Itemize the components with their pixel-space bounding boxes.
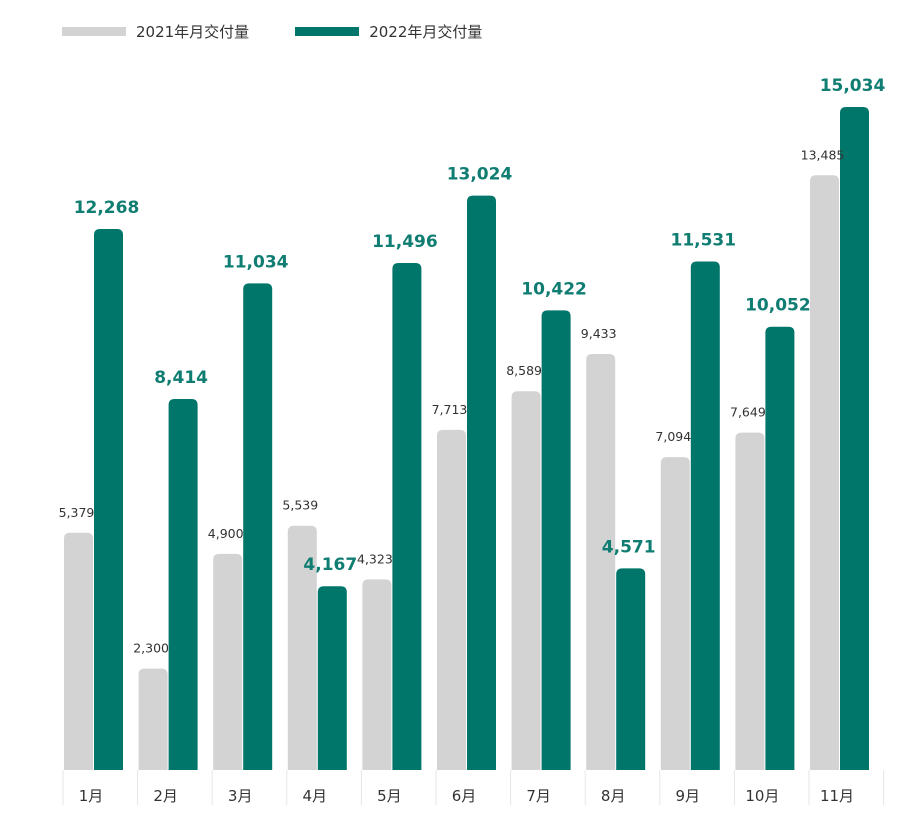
bar-2022-5 bbox=[392, 263, 422, 770]
legend-item-2022: 2022年月交付量 bbox=[295, 21, 482, 42]
value-label-2021-9: 7,094 bbox=[655, 429, 691, 444]
value-label-2021-3: 4,900 bbox=[208, 526, 244, 541]
value-label-2022-11: 15,034 bbox=[820, 76, 886, 96]
value-label-2021-4: 5,539 bbox=[282, 498, 318, 513]
value-label-2021-5: 4,323 bbox=[357, 551, 393, 566]
bar-2022-6 bbox=[467, 195, 496, 770]
category-label-3: 3月 bbox=[228, 787, 253, 805]
value-label-2021-1: 5,379 bbox=[59, 505, 95, 520]
value-label-2021-7: 8,589 bbox=[506, 363, 542, 378]
bar-2021-7 bbox=[511, 391, 541, 770]
category-label-6: 6月 bbox=[452, 787, 477, 805]
value-label-2022-7: 10,422 bbox=[521, 279, 587, 299]
bar-2022-8 bbox=[616, 568, 646, 770]
category-label-1: 1月 bbox=[79, 787, 104, 805]
bar-2021-4 bbox=[287, 525, 317, 770]
category-label-4: 4月 bbox=[303, 787, 328, 805]
legend-swatch-2022 bbox=[295, 26, 360, 36]
bar-2022-9 bbox=[690, 261, 720, 770]
category-label-7: 7月 bbox=[526, 787, 551, 805]
value-label-2022-6: 13,024 bbox=[447, 165, 513, 185]
bar-2021-11 bbox=[810, 175, 839, 770]
category-label-11: 11月 bbox=[820, 787, 854, 805]
bar-2022-10 bbox=[765, 326, 795, 770]
bar-2022-1 bbox=[94, 228, 123, 770]
bar-2022-11 bbox=[840, 107, 869, 770]
value-label-2022-5: 11,496 bbox=[372, 232, 438, 252]
bar-2021-9 bbox=[660, 457, 690, 770]
bar-2021-1 bbox=[64, 532, 93, 770]
value-label-2021-11: 13,485 bbox=[801, 147, 845, 162]
legend-label-2022: 2022年月交付量 bbox=[369, 22, 483, 41]
value-label-2021-6: 7,713 bbox=[432, 402, 468, 417]
bar-2021-6 bbox=[437, 429, 466, 770]
value-label-2022-3: 11,034 bbox=[223, 252, 289, 272]
value-label-2022-1: 12,268 bbox=[74, 198, 140, 218]
category-label-5: 5月 bbox=[377, 787, 402, 805]
value-label-2022-9: 11,531 bbox=[670, 230, 736, 250]
category-label-9: 9月 bbox=[676, 787, 701, 805]
value-label-2022-4: 4,167 bbox=[303, 555, 357, 575]
bar-2021-2 bbox=[138, 668, 168, 770]
legend-swatch-2021 bbox=[62, 26, 126, 36]
category-label-2: 2月 bbox=[153, 787, 178, 805]
value-label-2021-10: 7,649 bbox=[730, 405, 766, 420]
bar-2022-7 bbox=[541, 310, 571, 770]
value-label-2022-2: 8,414 bbox=[154, 368, 208, 388]
bar-2021-10 bbox=[735, 432, 765, 770]
value-label-2021-8: 9,433 bbox=[581, 326, 617, 341]
bar-2021-5 bbox=[362, 579, 392, 770]
chart-legend: 2021年月交付量 2022年月交付量 bbox=[62, 18, 528, 44]
value-label-2022-8: 4,571 bbox=[602, 537, 656, 557]
legend-label-2021: 2021年月交付量 bbox=[136, 22, 250, 41]
legend-item-2021: 2021年月交付量 bbox=[62, 21, 249, 42]
bar-2021-8 bbox=[586, 354, 616, 770]
bar-2022-4 bbox=[317, 586, 347, 770]
value-label-2022-10: 10,052 bbox=[745, 296, 811, 316]
category-label-8: 8月 bbox=[601, 787, 626, 805]
category-label-10: 10月 bbox=[745, 787, 779, 805]
value-label-2021-2: 2,300 bbox=[133, 641, 169, 656]
bar-2022-3 bbox=[243, 283, 273, 770]
bar-2022-2 bbox=[168, 398, 198, 770]
bar-2021-3 bbox=[213, 553, 243, 770]
